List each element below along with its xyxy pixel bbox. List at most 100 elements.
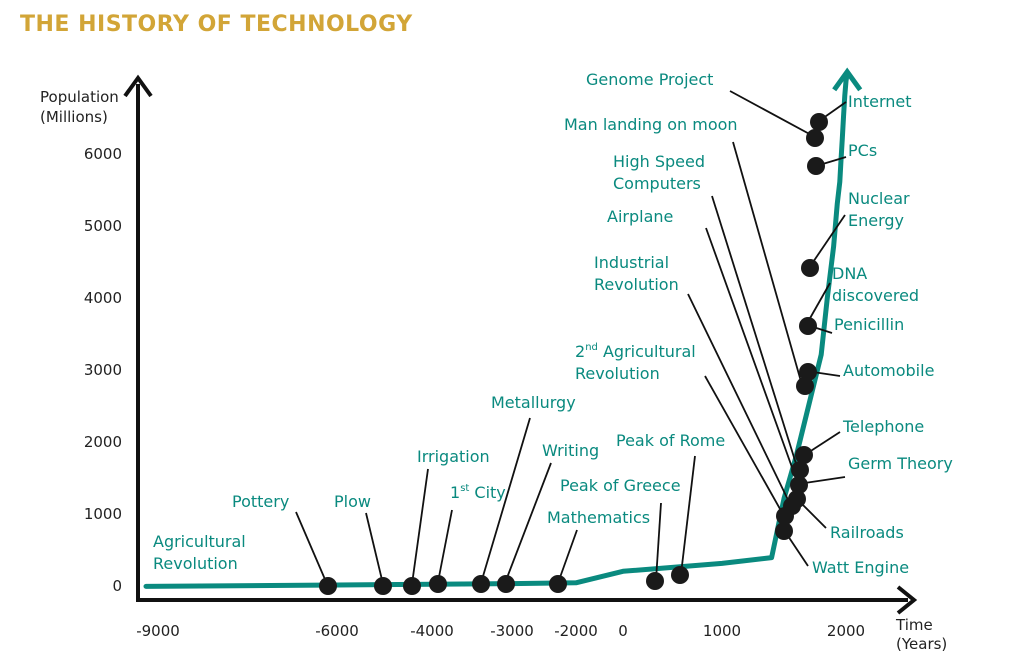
event-label: Germ Theory xyxy=(848,454,953,473)
event-point xyxy=(319,577,337,595)
event-label: Revolution xyxy=(575,364,660,383)
event-label: Revolution xyxy=(153,554,238,573)
event-label: PCs xyxy=(848,141,877,160)
x-tick-label: 2000 xyxy=(827,622,865,640)
event-point xyxy=(374,577,392,595)
event-label: Plow xyxy=(334,492,371,511)
tick-labels: Population (Millions) Time(Years) 0 1000 2000… xyxy=(40,88,947,653)
leader-line xyxy=(711,195,799,471)
event-label: Agricultural xyxy=(153,532,246,551)
event-label: Peak of Greece xyxy=(560,476,681,495)
x-axis-label: (Years) xyxy=(896,635,947,653)
event-label: Airplane xyxy=(607,207,673,226)
event-point xyxy=(403,577,421,595)
y-axis-arrow xyxy=(123,74,153,98)
event-label: Peak of Rome xyxy=(616,431,725,450)
leader-line xyxy=(295,511,328,585)
x-axis-label: Time xyxy=(895,616,933,634)
event-point xyxy=(790,476,808,494)
y-tick-label: 5000 xyxy=(84,217,122,235)
event-label: Penicillin xyxy=(834,315,904,334)
event-label: High Speed xyxy=(613,152,705,171)
x-tick-label: -4000 xyxy=(410,622,454,640)
event-label: Railroads xyxy=(830,523,904,542)
event-label: Metallurgy xyxy=(491,393,576,412)
event-label: 2nd Agricultural xyxy=(575,342,696,361)
event-point xyxy=(799,363,817,381)
event-label: Mathematics xyxy=(547,508,650,527)
event-point xyxy=(795,446,813,464)
event-point xyxy=(796,377,814,395)
leader-line xyxy=(732,141,803,386)
event-point xyxy=(775,522,793,540)
y-tick-label: 0 xyxy=(112,577,122,595)
event-point xyxy=(791,461,809,479)
event-label: discovered xyxy=(832,286,919,305)
event-label: 1st City xyxy=(450,483,506,502)
event-point xyxy=(549,575,567,593)
y-tick-label: 2000 xyxy=(84,433,122,451)
x-axis-arrow xyxy=(896,585,918,615)
axes xyxy=(123,74,918,615)
event-label: Writing xyxy=(542,441,599,460)
y-tick-label: 3000 xyxy=(84,361,122,379)
y-tick-label: 4000 xyxy=(84,289,122,307)
event-label: Automobile xyxy=(843,361,934,380)
event-label: Irrigation xyxy=(417,447,490,466)
event-label: Industrial xyxy=(594,253,669,272)
population-curve-layer xyxy=(143,67,863,589)
leader-line xyxy=(680,455,696,575)
event-points xyxy=(319,113,828,595)
event-label: Telephone xyxy=(842,417,924,436)
population-curve xyxy=(143,71,850,589)
y-tick-label: 6000 xyxy=(84,145,122,163)
leader-line xyxy=(437,509,453,583)
event-point xyxy=(788,490,806,508)
event-point xyxy=(497,575,515,593)
leader-line xyxy=(411,468,429,585)
x-tick-label: 0 xyxy=(618,622,628,640)
leader-line xyxy=(557,529,578,584)
x-tick-label: 1000 xyxy=(703,622,741,640)
leader-line xyxy=(705,227,799,485)
leader-line xyxy=(655,502,662,581)
y-axis-label: Population xyxy=(40,88,119,106)
chart-title: THE HISTORY OF TECHNOLOGY xyxy=(20,12,413,37)
y-axis-label: (Millions) xyxy=(40,108,108,126)
event-label: Revolution xyxy=(594,275,679,294)
x-tick-label: -6000 xyxy=(315,622,359,640)
event-point xyxy=(429,575,447,593)
leader-line xyxy=(808,214,846,269)
event-point xyxy=(806,129,824,147)
event-point xyxy=(810,113,828,131)
event-label: Watt Engine xyxy=(812,558,909,577)
event-point xyxy=(801,259,819,277)
leader-line xyxy=(808,282,831,321)
event-labels: Agricultural Revolution Pottery Plow Irrigat… xyxy=(153,70,953,577)
y-tick-label: 1000 xyxy=(84,505,122,523)
leader-line xyxy=(504,462,552,584)
leader-line xyxy=(687,293,793,509)
event-label: Pottery xyxy=(232,492,289,511)
x-tick-label: -3000 xyxy=(490,622,534,640)
event-label: Energy xyxy=(848,211,904,230)
x-tick-label: -9000 xyxy=(136,622,180,640)
event-label: DNA xyxy=(832,264,867,283)
x-tick-label: -2000 xyxy=(554,622,598,640)
event-point xyxy=(671,566,689,584)
event-label: Man landing on moon xyxy=(564,115,738,134)
event-point xyxy=(799,317,817,335)
event-label: Genome Project xyxy=(586,70,713,89)
event-label: Computers xyxy=(613,174,701,193)
leader-line xyxy=(480,417,531,584)
event-label: Internet xyxy=(848,92,912,111)
population-curve-arrow xyxy=(832,67,863,92)
leader-line xyxy=(365,512,384,585)
event-point xyxy=(646,572,664,590)
event-label: Nuclear xyxy=(848,189,910,208)
leader-line xyxy=(729,90,816,138)
event-point xyxy=(807,157,825,175)
event-point xyxy=(472,575,490,593)
leader-line xyxy=(704,375,785,517)
